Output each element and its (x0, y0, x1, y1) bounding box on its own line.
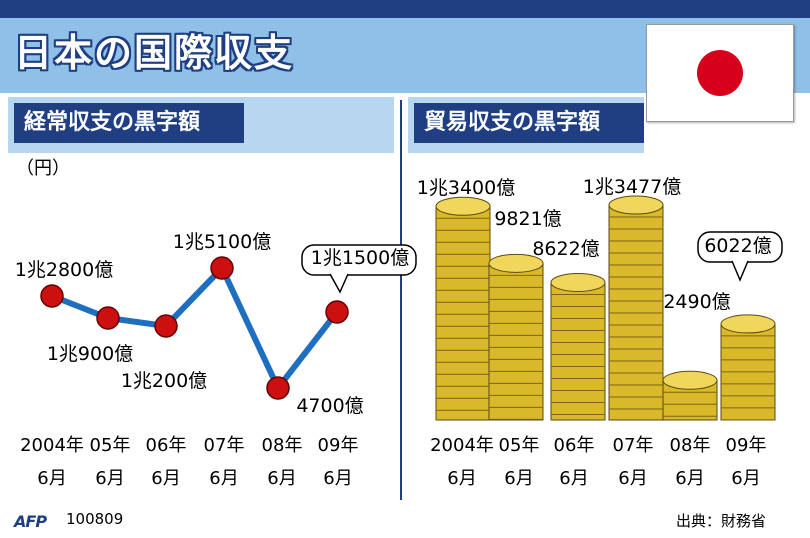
bar-4-top-coin (662, 370, 718, 390)
line-data-label-1: 1兆900億 (47, 343, 133, 365)
line-callout-pointer (329, 273, 349, 294)
line-tick-sub-2: 6月 (151, 468, 180, 489)
line-tick-2: 06年 (146, 435, 187, 456)
line-data-label-4: 4700億 (296, 395, 363, 417)
bar-tick-1: 05年 (499, 435, 540, 456)
bar-data-label-0: 1兆3400億 (417, 177, 515, 199)
bar-callout-pointer (731, 260, 749, 282)
line-data-label-0: 1兆2800億 (15, 259, 113, 281)
line-data-label-5: 1兆1500億 (311, 247, 409, 269)
bar-3-top-coin (608, 195, 664, 215)
unit-label: （円） (16, 158, 70, 179)
trade-balance-title: 貿易収支の黒字額 (414, 103, 644, 143)
line-tick-4: 08年 (262, 435, 303, 456)
bar-0-top-coin (435, 196, 491, 216)
bar-tick-sub-0: 6月 (447, 468, 476, 489)
line-tick-0: 2004年 (20, 435, 84, 456)
line-point-3 (210, 256, 234, 280)
bar-tick-3: 07年 (613, 435, 654, 456)
line-tick-sub-1: 6月 (95, 468, 124, 489)
line-tick-1: 05年 (90, 435, 131, 456)
bar-tick-sub-2: 6月 (559, 468, 588, 489)
bar-data-label-3: 1兆3477億 (583, 176, 681, 198)
panel-divider (400, 100, 402, 500)
bar-tick-sub-4: 6月 (675, 468, 704, 489)
line-data-label-3: 1兆5100億 (173, 231, 271, 253)
afp-logo: AFP (14, 512, 47, 531)
line-point-1 (96, 306, 120, 330)
line-tick-5: 09年 (318, 435, 359, 456)
bar-tick-sub-1: 6月 (504, 468, 533, 489)
line-point-5 (325, 300, 349, 324)
bar-1 (488, 262, 544, 421)
bar-1-top-coin (488, 253, 544, 273)
bar-tick-2: 06年 (554, 435, 595, 456)
line-tick-sub-0: 6月 (37, 468, 66, 489)
flag-sun (697, 50, 743, 96)
line-point-0 (40, 284, 64, 308)
bar-data-label-4: 2490億 (663, 291, 730, 313)
line-point-4 (266, 376, 290, 400)
bar-data-label-5: 6022億 (704, 235, 771, 257)
bar-tick-5: 09年 (726, 435, 767, 456)
line-tick-3: 07年 (204, 435, 245, 456)
top-bar (0, 0, 810, 18)
line-tick-sub-4: 6月 (267, 468, 296, 489)
bar-2-top-coin (550, 272, 606, 292)
bar-2 (550, 281, 606, 421)
line-callout-box (301, 244, 417, 276)
bar-tick-0: 2004年 (430, 435, 494, 456)
bar-0 (435, 205, 491, 421)
line-data-label-2: 1兆200億 (121, 370, 207, 392)
line-tick-sub-3: 6月 (209, 468, 238, 489)
bar-data-label-1: 9821億 (494, 208, 561, 230)
publish-date: 100809 (66, 510, 124, 528)
line-point-2 (154, 314, 178, 338)
bar-tick-4: 08年 (670, 435, 711, 456)
bar-5-top-coin (720, 314, 776, 334)
bar-tick-sub-3: 6月 (618, 468, 647, 489)
bar-data-label-2: 8622億 (532, 238, 599, 260)
japan-flag-icon (646, 24, 794, 122)
source-credit: 出典：財務省 (676, 512, 767, 530)
line-tick-sub-5: 6月 (323, 468, 352, 489)
main-title: 日本の国際収支 (14, 31, 295, 75)
current-account-title: 経常収支の黒字額 (14, 103, 244, 143)
bar-tick-sub-5: 6月 (731, 468, 760, 489)
